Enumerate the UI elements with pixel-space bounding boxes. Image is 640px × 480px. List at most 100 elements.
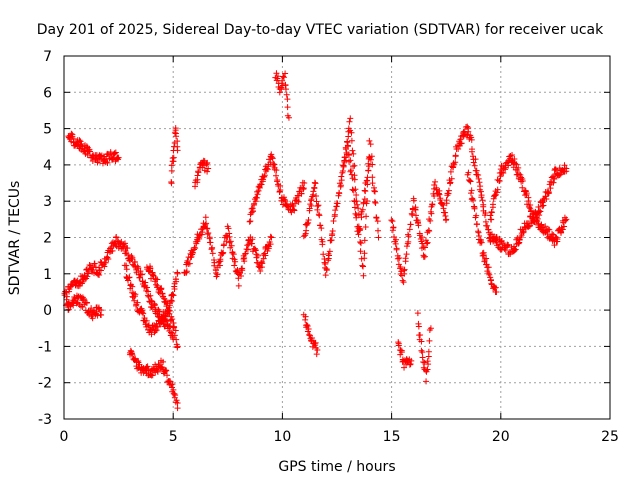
data-point <box>367 141 374 148</box>
data-point <box>393 245 400 252</box>
data-point <box>347 115 354 122</box>
data-point <box>308 196 315 203</box>
data-point <box>452 159 459 166</box>
data-point <box>388 217 395 224</box>
data-point <box>228 242 235 249</box>
data-point <box>520 228 527 235</box>
data-point <box>306 331 313 338</box>
data-point <box>348 137 355 144</box>
data-point <box>154 276 161 283</box>
data-point <box>317 222 324 229</box>
data-point <box>171 129 178 136</box>
data-point <box>314 347 321 354</box>
data-point <box>260 255 267 262</box>
data-point <box>249 208 256 215</box>
data-point <box>77 138 84 145</box>
data-point <box>226 239 233 246</box>
data-point <box>168 167 175 174</box>
data-point <box>66 288 73 295</box>
data-point <box>360 272 367 279</box>
data-point <box>489 201 496 208</box>
data-point <box>509 152 516 159</box>
data-point <box>338 177 345 184</box>
data-point <box>204 231 211 238</box>
data-point <box>202 221 209 228</box>
data-point <box>532 210 539 217</box>
data-point <box>365 160 372 167</box>
data-point <box>423 240 430 247</box>
data-point <box>329 230 336 237</box>
data-point <box>410 197 417 204</box>
y-tick-label: -3 <box>38 412 52 428</box>
data-point <box>205 165 212 172</box>
data-point <box>394 255 401 262</box>
data-point <box>556 172 563 179</box>
data-point <box>169 381 176 388</box>
data-point <box>361 250 368 257</box>
data-point <box>255 187 262 194</box>
data-point <box>320 251 327 258</box>
y-tick-label: 1 <box>43 267 52 283</box>
data-point <box>143 317 150 324</box>
data-point <box>401 364 408 371</box>
data-point <box>261 172 268 179</box>
data-point <box>562 217 569 224</box>
data-point <box>128 256 135 263</box>
data-point <box>131 258 138 265</box>
data-point <box>409 211 416 218</box>
data-point <box>480 249 487 256</box>
data-point <box>475 175 482 182</box>
data-point <box>421 244 428 251</box>
data-point <box>88 305 95 312</box>
data-point <box>235 282 242 289</box>
data-point <box>540 202 547 209</box>
data-point <box>366 137 373 144</box>
data-point <box>174 270 181 277</box>
data-point <box>264 247 271 254</box>
data-point <box>365 167 372 174</box>
data-point <box>303 227 310 234</box>
data-point <box>482 210 489 217</box>
data-point <box>246 218 253 225</box>
data-point <box>523 190 530 197</box>
data-point <box>477 188 484 195</box>
data-point <box>361 255 368 262</box>
data-point <box>443 200 450 207</box>
data-point <box>407 221 414 228</box>
data-point <box>164 300 171 307</box>
data-point <box>399 277 406 284</box>
data-point <box>397 265 404 272</box>
data-point <box>483 255 490 262</box>
data-point <box>321 259 328 266</box>
chart-title: Day 201 of 2025, Sidereal Day-to-day VTE… <box>37 22 604 38</box>
data-point <box>369 161 376 168</box>
data-point <box>465 128 472 135</box>
data-point <box>144 363 151 370</box>
data-point <box>111 150 118 157</box>
data-point <box>356 227 363 234</box>
data-point <box>505 241 512 248</box>
data-point <box>479 252 486 259</box>
data-point <box>373 214 380 221</box>
data-point <box>359 262 366 269</box>
data-point <box>473 212 480 219</box>
data-point <box>468 187 475 194</box>
data-point <box>415 222 422 229</box>
data-point <box>563 165 570 172</box>
data-point <box>424 239 431 246</box>
data-point <box>348 129 355 136</box>
data-point <box>164 372 171 379</box>
data-point <box>415 323 422 330</box>
data-point <box>169 316 176 323</box>
data-point <box>204 168 211 175</box>
data-point <box>79 278 86 285</box>
data-point <box>357 239 364 246</box>
data-point <box>494 186 501 193</box>
data-point <box>315 202 322 209</box>
data-point <box>79 294 86 301</box>
data-point <box>420 358 427 365</box>
data-point <box>323 267 330 274</box>
data-point <box>344 139 351 146</box>
data-point <box>217 256 224 263</box>
data-point <box>96 272 103 279</box>
